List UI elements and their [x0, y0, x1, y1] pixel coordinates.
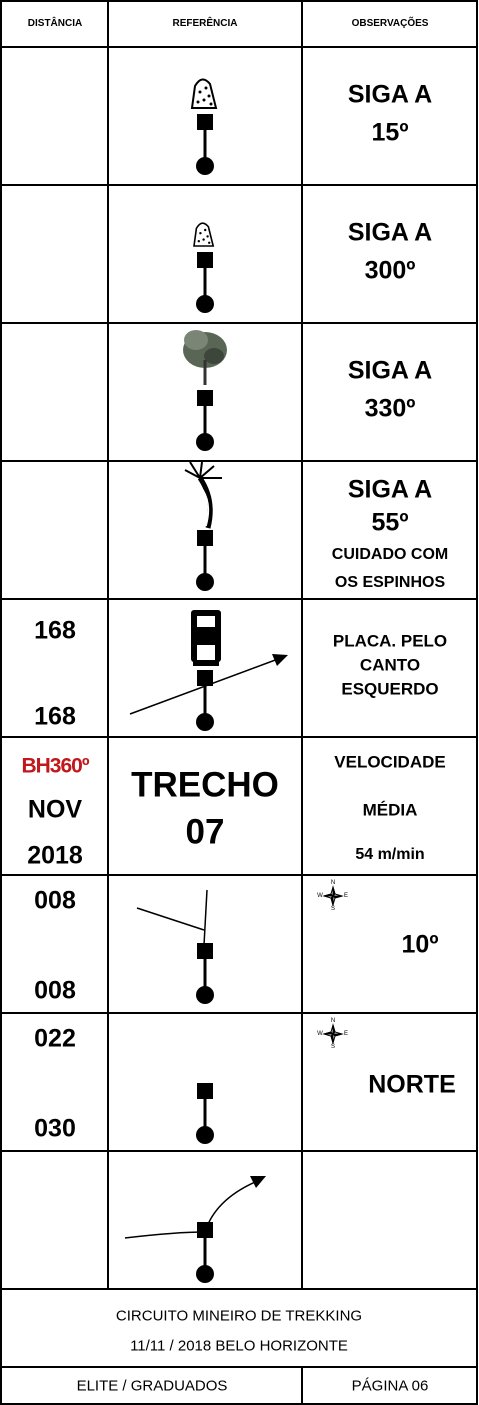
header-cell: OBSERVAÇÕES: [351, 18, 429, 29]
compass-label: W: [317, 1031, 323, 1037]
sign: [191, 610, 221, 666]
distance: BH360º: [21, 754, 89, 778]
footer-line: 11/11 / 2018 BELO HORIZONTE: [130, 1337, 348, 1355]
compass-label: N: [330, 880, 336, 886]
observation: SIGA A: [347, 80, 433, 109]
compass-label: S: [330, 1044, 336, 1050]
distance: 030: [34, 1114, 76, 1143]
observation: SIGA A: [347, 356, 433, 385]
observation: MÉDIA: [362, 800, 418, 820]
compass-label: W: [317, 893, 323, 899]
header-cell: REFERÊNCIA: [172, 18, 238, 29]
observation: 54 m/min: [355, 846, 425, 863]
palm: [184, 461, 222, 529]
footer-line: CIRCUITO MINEIRO DE TREKKING: [115, 1307, 363, 1325]
observation: 55º: [371, 508, 409, 537]
footer-page: PÁGINA 06: [351, 1377, 429, 1395]
observation: 15º: [371, 118, 409, 147]
compass-label: E: [343, 893, 349, 899]
observation: VELOCIDADE: [334, 752, 446, 772]
observation: 330º: [364, 394, 416, 423]
distance: NOV: [27, 795, 83, 824]
distance: 168: [34, 616, 76, 645]
observation: PLACA. PELO: [332, 631, 448, 651]
observation: 300º: [364, 256, 416, 285]
icons: [124, 78, 343, 1285]
compass-label: S: [330, 906, 336, 912]
reference: TRECHO: [131, 765, 279, 805]
observation: NORTE: [368, 1070, 456, 1099]
tree: [183, 330, 227, 385]
distance: 008: [34, 976, 76, 1005]
header-cell: DISTÂNCIA: [27, 18, 83, 29]
observation: CANTO: [359, 655, 421, 675]
compass-label: N: [330, 1018, 336, 1024]
distance: 008: [34, 886, 76, 915]
observation: CUIDADO COM: [331, 546, 449, 563]
observation: SIGA A: [347, 218, 433, 247]
observation: OS ESPINHOS: [334, 574, 446, 591]
reference: 07: [185, 812, 225, 852]
observation: 10º: [401, 930, 439, 959]
distance: 022: [34, 1024, 76, 1053]
distance: 168: [34, 702, 76, 731]
observation: SIGA A: [347, 475, 433, 504]
compass-label: E: [343, 1031, 349, 1037]
distance: 2018: [27, 841, 83, 870]
footer-category: ELITE / GRADUADOS: [76, 1377, 228, 1395]
observation: ESQUERDO: [341, 679, 439, 699]
